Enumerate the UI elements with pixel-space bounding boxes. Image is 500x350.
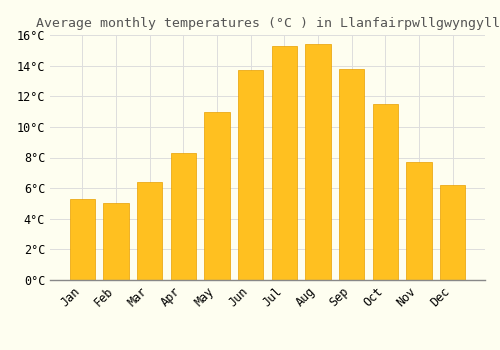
Bar (104, 203, 128, 280)
Bar (440, 185, 465, 280)
Bar (170, 153, 196, 280)
Bar (406, 162, 432, 280)
Bar (372, 104, 398, 280)
Bar (272, 46, 297, 280)
Bar (204, 112, 230, 280)
Bar (339, 69, 364, 280)
Bar (306, 44, 330, 280)
Bar (70, 199, 95, 280)
Bar (238, 70, 264, 280)
Title: Average monthly temperatures (°C ) in Llanfairpwllgwyngyll: Average monthly temperatures (°C ) in Ll… (36, 17, 500, 30)
Bar (137, 182, 162, 280)
